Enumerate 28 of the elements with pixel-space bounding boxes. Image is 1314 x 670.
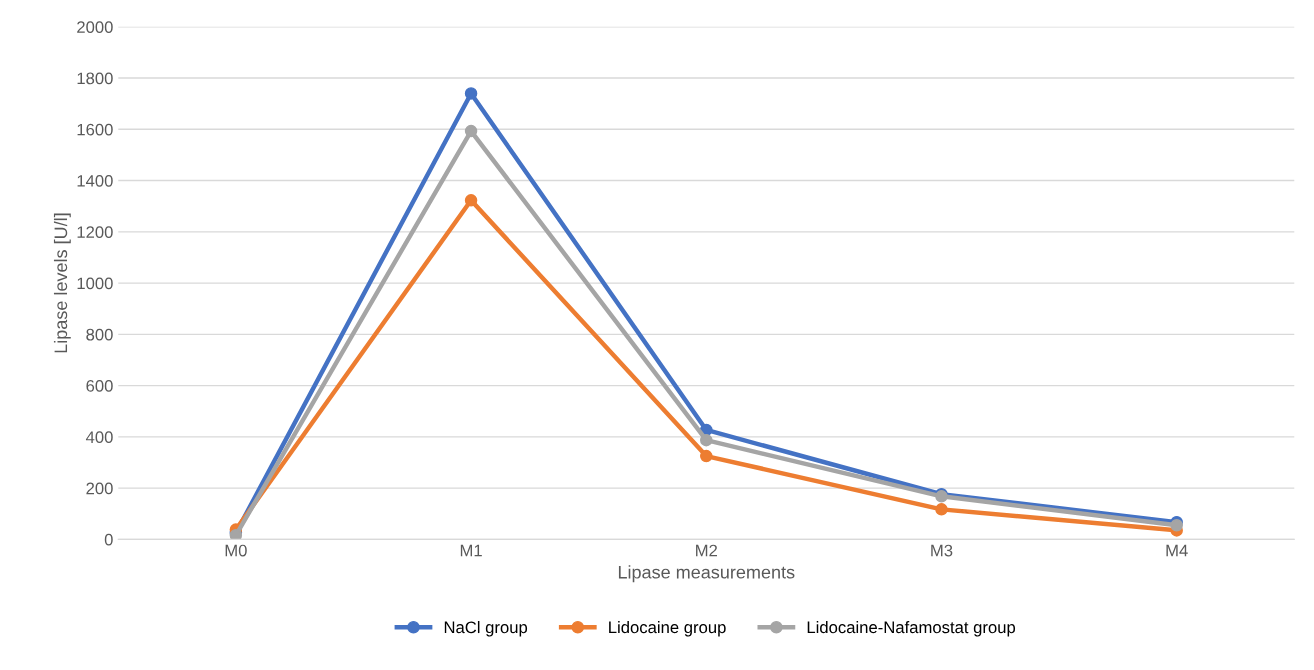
y-tick-label: 1800 bbox=[77, 72, 113, 85]
point bbox=[700, 433, 713, 447]
point bbox=[935, 503, 948, 516]
legend-label: Lidocaine-Nafamostat group bbox=[807, 620, 1016, 637]
legend-label: NaCl group bbox=[444, 620, 528, 637]
x-tick-label: M2 bbox=[696, 544, 718, 557]
point bbox=[464, 87, 478, 100]
y-tick-label: 1200 bbox=[77, 226, 113, 239]
y-tick-label: 400 bbox=[85, 431, 113, 444]
point bbox=[464, 124, 478, 138]
point bbox=[464, 194, 478, 207]
y-tick-label: 1400 bbox=[77, 174, 113, 187]
point bbox=[700, 449, 713, 463]
y-tick-label: 1600 bbox=[77, 123, 113, 136]
point bbox=[1170, 519, 1183, 532]
legend-label: Lidocaine group bbox=[609, 620, 726, 637]
y-tick-label: 200 bbox=[86, 482, 113, 495]
y-tick-label: 2000 bbox=[77, 21, 113, 33]
x-axis-title: Lipase measurements bbox=[618, 565, 795, 583]
x-tick-label: M4 bbox=[1166, 544, 1188, 557]
x-tick-label: M0 bbox=[225, 544, 247, 557]
x-tick-label: M1 bbox=[460, 544, 482, 557]
y-tick-label: 0 bbox=[104, 533, 113, 546]
y-tick-label: 1000 bbox=[77, 277, 113, 290]
y-tick-label: 600 bbox=[86, 379, 113, 392]
x-tick-label: M3 bbox=[931, 544, 953, 557]
y-tick-label: 800 bbox=[86, 328, 113, 341]
y-axis-title: Lipase levels [U/l] bbox=[53, 213, 71, 353]
